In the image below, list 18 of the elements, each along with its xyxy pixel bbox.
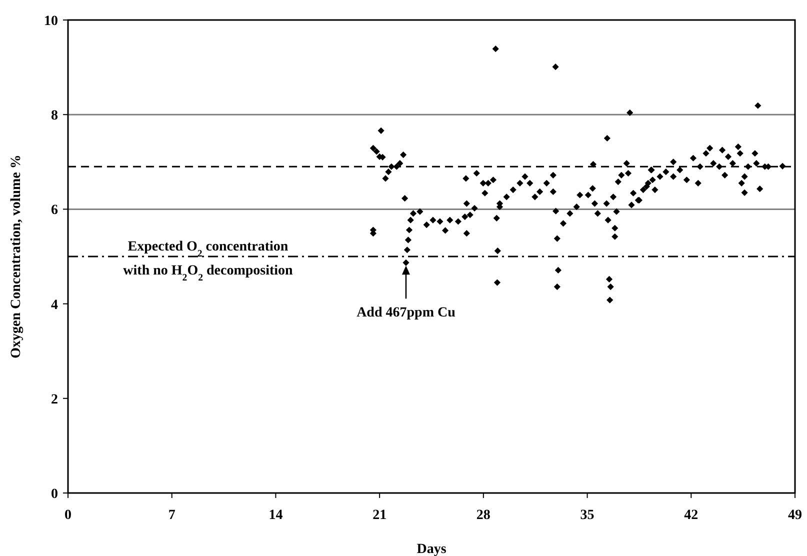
y-tick-label: 4 [51,298,58,313]
y-tick-label: 6 [51,203,58,218]
y-tick-label: 0 [51,487,58,502]
annotation: Add 467ppm Cu [356,306,456,321]
y-tick-label: 8 [51,108,58,124]
y-axis-title: Oxygen Concentration, volume % [9,154,24,358]
text: Expected O$_{2}$ concentration with no H$_{2}$O$_{2}$ decomposition [123,240,293,283]
x-tick-label: 21 [372,508,387,523]
x-axis-title: Days [416,542,447,556]
x-tick-label: 28 [476,508,490,523]
x-tick-label: 42 [684,508,698,523]
x-tick-label: 0 [64,508,72,523]
y-tick-label: 2 [51,392,58,408]
x-tick-label: 35 [580,508,594,523]
x-tick-label: 7 [168,508,176,523]
x-tick-label: 14 [268,508,283,523]
y-tick-label: 10 [44,14,58,29]
x-tick-label: 49 [788,508,802,523]
